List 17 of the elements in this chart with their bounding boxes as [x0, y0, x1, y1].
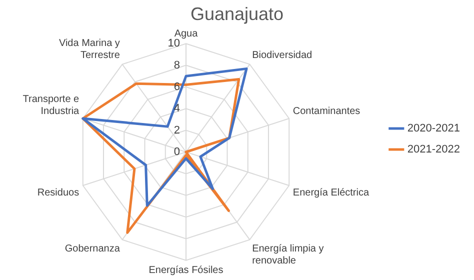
- spoke-label: Transporte e Industria: [22, 94, 80, 118]
- spoke-label: Agua: [174, 28, 198, 40]
- spoke-label: Energía limpia y renovable: [252, 244, 324, 267]
- legend-label: 2020-2021: [407, 122, 460, 135]
- y-tick-label: 0: [174, 146, 180, 158]
- y-tick-label: 2: [174, 124, 180, 136]
- spoke-label: Contaminantes: [292, 106, 360, 118]
- spoke-label: Vida Marina y Terrestre: [58, 38, 120, 61]
- spoke-label: Energías Fósiles: [148, 265, 224, 276]
- spoke-label: Biodiversidad: [252, 50, 312, 61]
- spoke-label: Gobernanza: [64, 244, 120, 255]
- chart-title: Guanajuato: [190, 4, 284, 24]
- legend-label: 2021-2022: [407, 144, 460, 156]
- spoke-label: Residuos: [37, 187, 80, 198]
- y-tick-label: 8: [174, 59, 180, 72]
- y-tick-label: 10: [168, 38, 180, 50]
- spoke-label: Energía Eléctrica: [292, 187, 370, 198]
